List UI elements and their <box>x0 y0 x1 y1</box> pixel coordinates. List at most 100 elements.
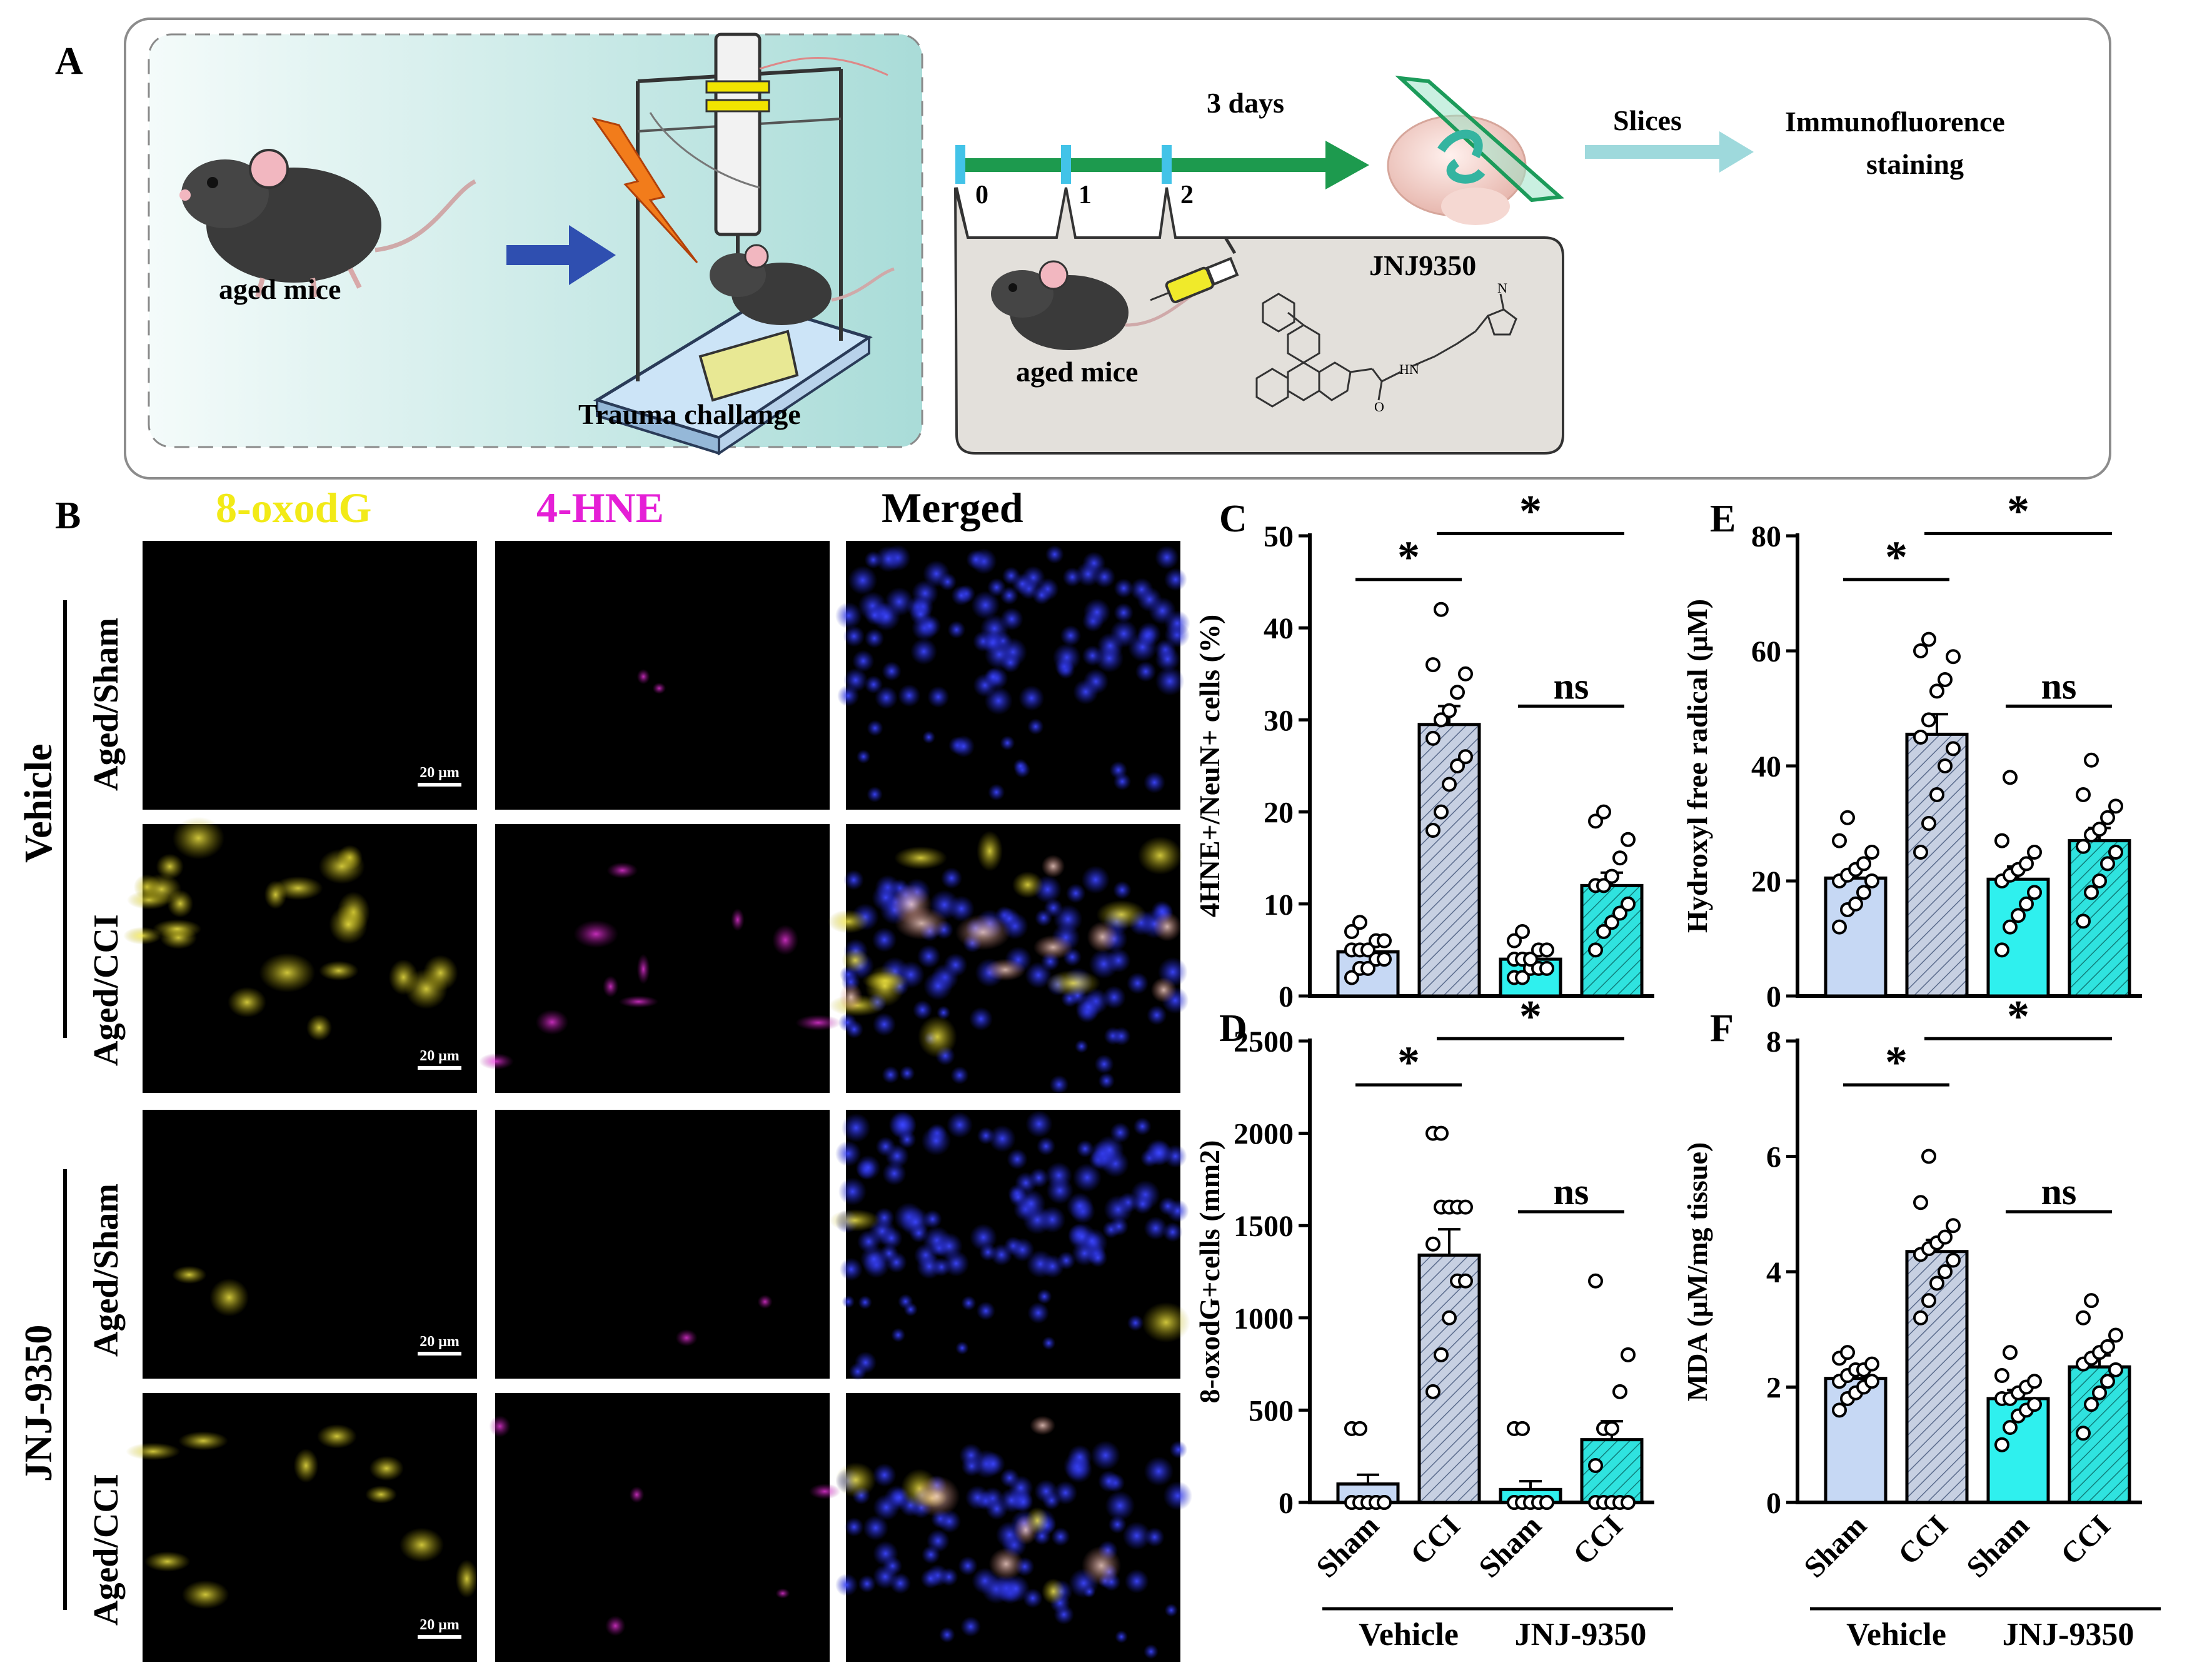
data-point <box>2076 838 2091 854</box>
y-axis-label: 8-oxodG+cells (mm2) <box>1194 1140 1225 1404</box>
data-point <box>1434 712 1449 728</box>
aged-mice-treat-label: aged mice <box>1016 356 1138 388</box>
data-point <box>2108 798 2123 814</box>
column-label-4hne: 4-HNE <box>536 484 664 531</box>
data-point <box>2003 1345 2018 1361</box>
y-axis-label: 4HNE+/NeuN+ cells (%) <box>1194 615 1225 917</box>
micrograph-r2-c2 <box>479 824 842 1093</box>
significance-label: * <box>1519 991 1542 1041</box>
y-tick-label: 20 <box>1751 865 1781 898</box>
bar-cci-1 <box>1905 732 1969 998</box>
micrograph-r4-c1: 20 μm <box>126 1393 478 1662</box>
data-point <box>1946 741 1961 757</box>
bar-cci-1 <box>1417 723 1481 998</box>
data-point <box>1921 631 1936 647</box>
data-point <box>2084 885 2099 900</box>
data-point <box>1864 873 1879 888</box>
y-tick-label: 0 <box>1766 1487 1781 1520</box>
data-point <box>1856 856 1871 872</box>
x-tick-label: CCI <box>1404 1509 1467 1571</box>
scale-bar-label: 20 μm <box>420 765 460 781</box>
stain-label-line1: Immunofluorence <box>1785 106 2005 138</box>
data-point <box>1352 915 1367 930</box>
y-tick-label: 0 <box>1279 1487 1294 1520</box>
data-point <box>1539 1495 1554 1510</box>
chart-e: E 0 20 40 60 80 Hydroxyl free radical (μM) * * ns <box>1681 486 2142 1014</box>
data-point <box>2011 908 2026 923</box>
data-point <box>1458 666 1473 682</box>
data-point <box>1352 1421 1367 1436</box>
data-point <box>1994 833 2009 848</box>
significance-label: * <box>2007 991 2029 1041</box>
data-point <box>1458 749 1473 765</box>
data-point <box>1458 1199 1473 1215</box>
y-tick-label: 60 <box>1751 635 1781 668</box>
chart-d: D 0 500 1000 1500 2000 2500 8-oxodG+cells (mm2)… <box>1194 991 1673 1652</box>
data-point <box>1523 952 1538 967</box>
data-point <box>1434 804 1449 820</box>
data-point <box>1621 832 1636 847</box>
data-point <box>2084 752 2099 768</box>
data-point <box>2019 856 2034 872</box>
bar-sham-0 <box>1824 876 1888 998</box>
data-point <box>1588 942 1603 958</box>
scale-bar-label: 20 μm <box>420 1334 460 1350</box>
data-point <box>1946 1252 1961 1268</box>
x-tick-label: CCI <box>1567 1509 1629 1571</box>
data-point <box>2019 896 2034 912</box>
data-point <box>1425 730 1440 746</box>
x-tick-label: Sham <box>1797 1509 1873 1584</box>
y-tick-label: 10 <box>1264 888 1294 922</box>
data-point <box>2027 1397 2042 1412</box>
aged-mouse-left-icon <box>179 149 476 298</box>
y-tick-label: 80 <box>1751 520 1781 553</box>
data-point <box>1515 1421 1530 1436</box>
data-point <box>1913 730 1928 745</box>
data-point <box>1913 845 1928 860</box>
panel-label-d: D <box>1219 1007 1247 1050</box>
data-point <box>1994 942 2009 958</box>
data-point <box>1921 1293 1936 1309</box>
slices-label: Slices <box>1613 104 1682 136</box>
data-point <box>2027 845 2042 860</box>
panel-label-f: F <box>1710 1007 1734 1050</box>
stain-label-line2: staining <box>1866 148 1964 180</box>
data-point <box>1344 923 1359 939</box>
y-tick-label: 2500 <box>1234 1025 1294 1059</box>
micrograph-r1-c2 <box>495 541 830 810</box>
y-tick-label: 20 <box>1264 797 1294 830</box>
y-axis-label: Hydroxyl free radical (μM) <box>1681 599 1713 933</box>
drug-label: JNJ9350 <box>1369 249 1476 281</box>
svg-text:N: N <box>1497 280 1507 296</box>
micrograph-r2-c3 <box>827 824 1189 1095</box>
data-point <box>1425 1236 1440 1252</box>
y-tick-label: 8 <box>1766 1025 1781 1059</box>
group-label-vehicle: Vehicle <box>18 743 60 863</box>
micrograph-r1-c3 <box>835 541 1190 810</box>
group-label-jnj9350: JNJ-9350 <box>18 1325 60 1482</box>
row-label-4: Aged/CCI <box>87 1474 126 1626</box>
y-tick-label: 1000 <box>1234 1302 1294 1335</box>
y-tick-label: 2 <box>1766 1372 1781 1405</box>
x-tick-label: Sham <box>1960 1509 2035 1584</box>
micrograph-r3-c1: 20 μm <box>143 1110 477 1379</box>
data-point <box>1588 1457 1603 1473</box>
aged-mouse-treat-icon <box>991 260 1195 350</box>
data-point <box>1612 1384 1627 1399</box>
data-point <box>1946 1218 1961 1234</box>
data-point <box>1612 905 1627 921</box>
tick-day1 <box>1061 145 1071 184</box>
data-point <box>1442 777 1457 792</box>
panel-a-schematic: A aged mice <box>55 18 2111 480</box>
data-point <box>1377 1495 1392 1510</box>
trauma-label: Trauma challange <box>578 398 801 430</box>
significance-label: * <box>1885 1037 1908 1087</box>
y-tick-label: 40 <box>1264 612 1294 645</box>
data-point <box>1425 823 1440 838</box>
data-point <box>1360 942 1375 958</box>
brain-icon <box>1387 76 1565 225</box>
data-point <box>1840 1345 1855 1361</box>
data-point <box>1442 1310 1457 1325</box>
data-point <box>2108 1362 2123 1377</box>
